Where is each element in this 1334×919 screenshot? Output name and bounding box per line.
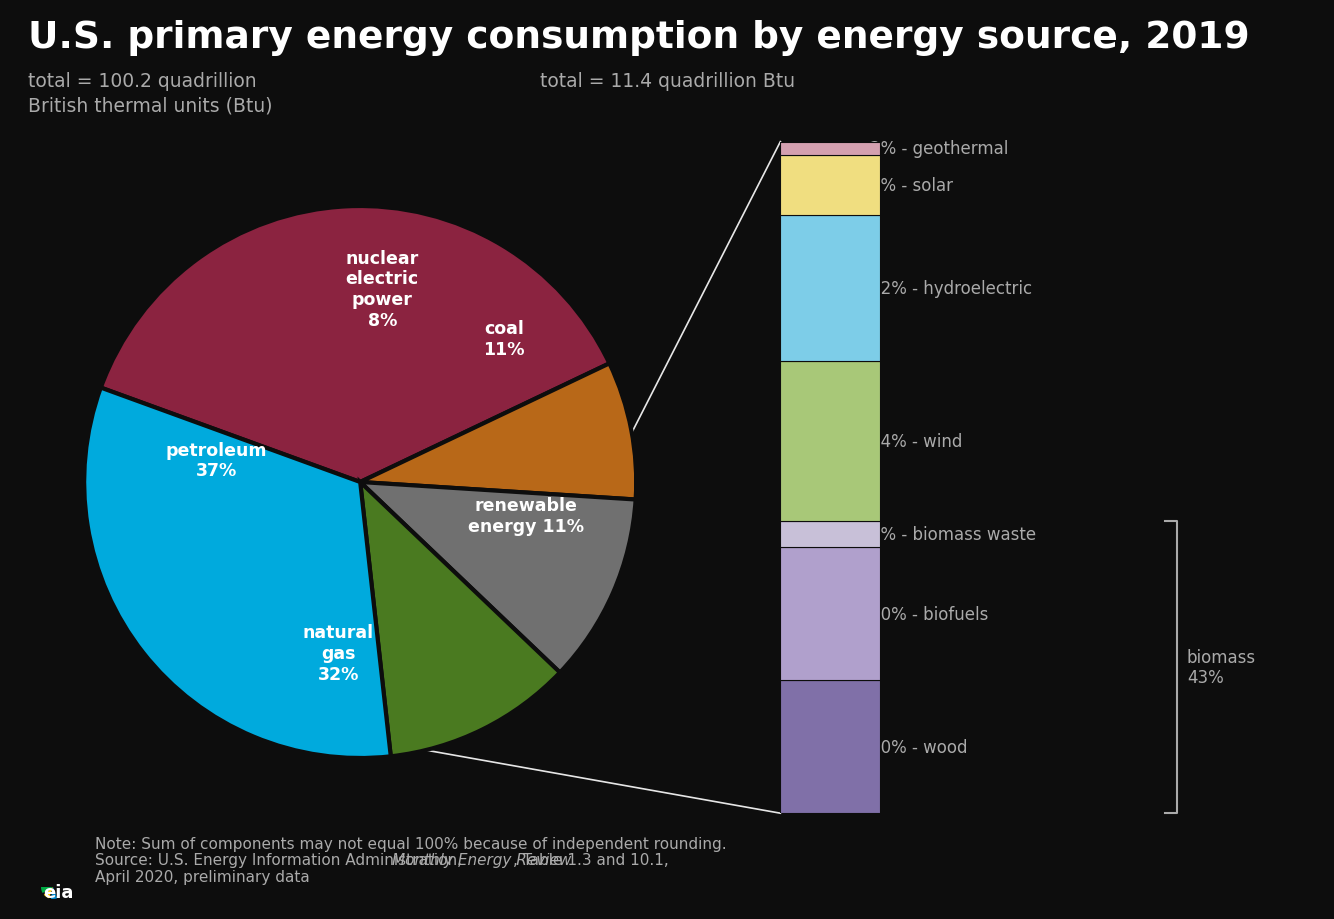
- Text: renewable
energy 11%: renewable energy 11%: [468, 496, 584, 535]
- Text: biomass
43%: biomass 43%: [1187, 648, 1257, 686]
- Text: , Table 1.3 and 10.1,: , Table 1.3 and 10.1,: [514, 852, 670, 867]
- Text: 20% - wood: 20% - wood: [870, 738, 967, 756]
- Text: natural
gas
32%: natural gas 32%: [303, 624, 374, 683]
- Text: coal
11%: coal 11%: [483, 320, 524, 358]
- Wedge shape: [101, 207, 610, 482]
- Text: Note: Sum of components may not equal 100% because of independent rounding.: Note: Sum of components may not equal 10…: [95, 836, 727, 851]
- Text: 24% - wind: 24% - wind: [870, 432, 962, 450]
- Bar: [780, 142, 880, 155]
- Text: Monthly Energy Review: Monthly Energy Review: [392, 852, 571, 867]
- Bar: [780, 155, 880, 216]
- Text: 9% - solar: 9% - solar: [870, 176, 952, 195]
- Text: total = 100.2 quadrillion
British thermal units (Btu): total = 100.2 quadrillion British therma…: [28, 72, 272, 116]
- Bar: [780, 216, 880, 362]
- Wedge shape: [51, 887, 57, 899]
- Wedge shape: [360, 364, 636, 500]
- Text: April 2020, preliminary data: April 2020, preliminary data: [95, 869, 309, 884]
- Text: 2% - geothermal: 2% - geothermal: [870, 140, 1009, 158]
- Text: total = 11.4 quadrillion Btu: total = 11.4 quadrillion Btu: [540, 72, 795, 91]
- Text: 22% - hydroelectric: 22% - hydroelectric: [870, 279, 1033, 298]
- Wedge shape: [360, 482, 560, 756]
- Text: 20% - biofuels: 20% - biofuels: [870, 605, 988, 623]
- Text: petroleum
37%: petroleum 37%: [165, 441, 267, 480]
- Text: U.S. primary energy consumption by energy source, 2019: U.S. primary energy consumption by energ…: [28, 20, 1250, 56]
- Text: Source: U.S. Energy Information Administration,: Source: U.S. Energy Information Administ…: [95, 852, 467, 867]
- Wedge shape: [41, 887, 53, 893]
- Text: nuclear
electric
power
8%: nuclear electric power 8%: [346, 249, 419, 330]
- Wedge shape: [360, 482, 635, 673]
- Bar: [780, 548, 880, 680]
- Wedge shape: [44, 887, 53, 898]
- Text: eia: eia: [43, 883, 73, 901]
- Bar: [780, 680, 880, 813]
- Text: 4% - biomass waste: 4% - biomass waste: [870, 526, 1037, 543]
- Bar: [780, 521, 880, 548]
- Wedge shape: [84, 388, 391, 758]
- Bar: [780, 362, 880, 521]
